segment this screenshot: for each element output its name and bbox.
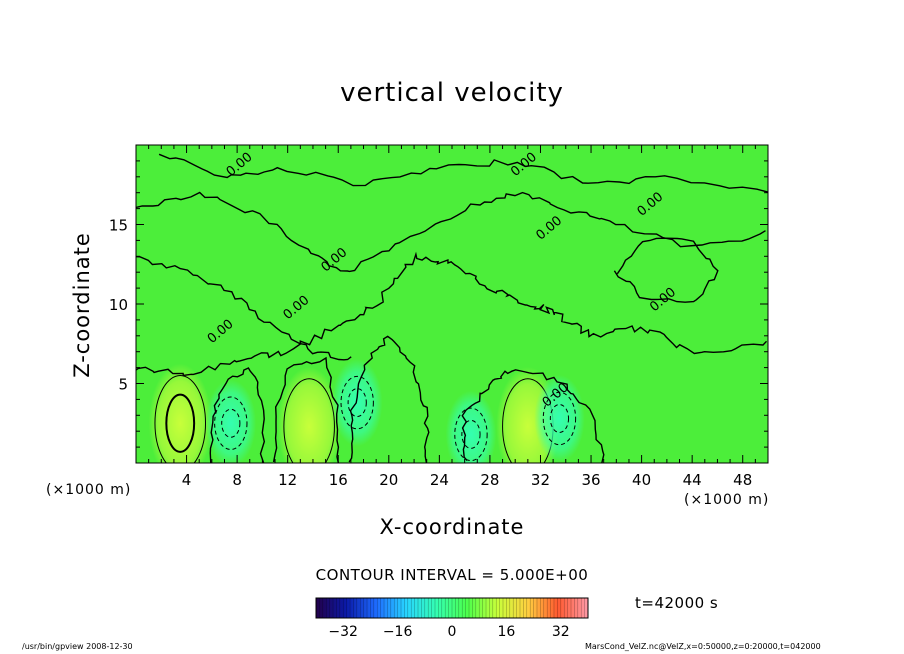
chart-title: vertical velocity [340, 78, 564, 108]
colorbar-frame [315, 597, 589, 619]
contour-ring-3 [340, 375, 374, 430]
zero-contour-9 [613, 237, 719, 303]
x-tick-label: 24 [430, 471, 449, 489]
colorbar-tick-label: −32 [328, 624, 358, 640]
x-tick-label: 48 [733, 471, 752, 489]
zero-contour-1 [136, 256, 352, 361]
contour-ring-inner-4 [461, 419, 481, 449]
zero-contour-6 [461, 369, 605, 463]
colorbar-tick-label: 32 [552, 624, 570, 640]
zero-contour-5 [348, 335, 430, 463]
colorbar-tick-label: 0 [448, 624, 457, 640]
x-tick-label: 32 [531, 471, 550, 489]
updraft-cell-2 [277, 366, 341, 463]
zero-contour-3 [158, 153, 768, 193]
contour-ring-inner-3 [347, 388, 367, 418]
contour-ring-inner-0 [165, 393, 196, 453]
x-tick-label: 16 [329, 471, 348, 489]
updraft-cell-0 [148, 363, 212, 463]
x-tick-label: 20 [379, 471, 398, 489]
footer-left: /usr/bin/gpview 2008-12-30 [22, 642, 133, 651]
contour-ring-1 [214, 396, 248, 450]
x-unit-label-right: (×1000 m) [684, 492, 770, 508]
colorbar-tick-label: −16 [383, 624, 413, 640]
x-unit-label-left: (×1000 m) [46, 482, 132, 498]
downdraft-cell-3 [331, 358, 383, 447]
time-label: t=42000 s [635, 594, 719, 612]
x-tick-label: 8 [232, 471, 242, 489]
zero-contour-7 [209, 367, 266, 463]
downdraft-cell-4 [445, 390, 497, 463]
x-tick-label: 40 [632, 471, 651, 489]
y-tick-label: 15 [109, 217, 128, 235]
downdraft-cell-6 [534, 374, 585, 463]
y-tick-label: 10 [109, 296, 128, 314]
x-tick-label: 44 [683, 471, 702, 489]
contour-interval-label: CONTOUR INTERVAL = 5.000E+00 [315, 566, 589, 584]
y-tick-label: 5 [118, 376, 128, 394]
zero-contour-2 [136, 191, 766, 273]
contour-ring-6 [542, 391, 577, 446]
contour-ring-inner-6 [549, 403, 570, 433]
x-tick-label: 36 [581, 471, 600, 489]
footer-right: MarsCond_VelZ.nc@VelZ,x=0:50000,z=0:2000… [585, 642, 821, 651]
colorbar-tick-label: 16 [497, 624, 515, 640]
contour-ring-2 [283, 378, 335, 463]
x-tick-label: 12 [278, 471, 297, 489]
x-tick-label: 28 [480, 471, 499, 489]
x-axis-title: X-coordinate [379, 515, 525, 539]
zero-contour-8 [272, 356, 340, 463]
zero-contour-4 [136, 251, 768, 377]
contour-ring-4 [454, 407, 488, 462]
x-tick-label: 4 [182, 471, 192, 489]
contour-ring-inner-1 [221, 408, 241, 438]
